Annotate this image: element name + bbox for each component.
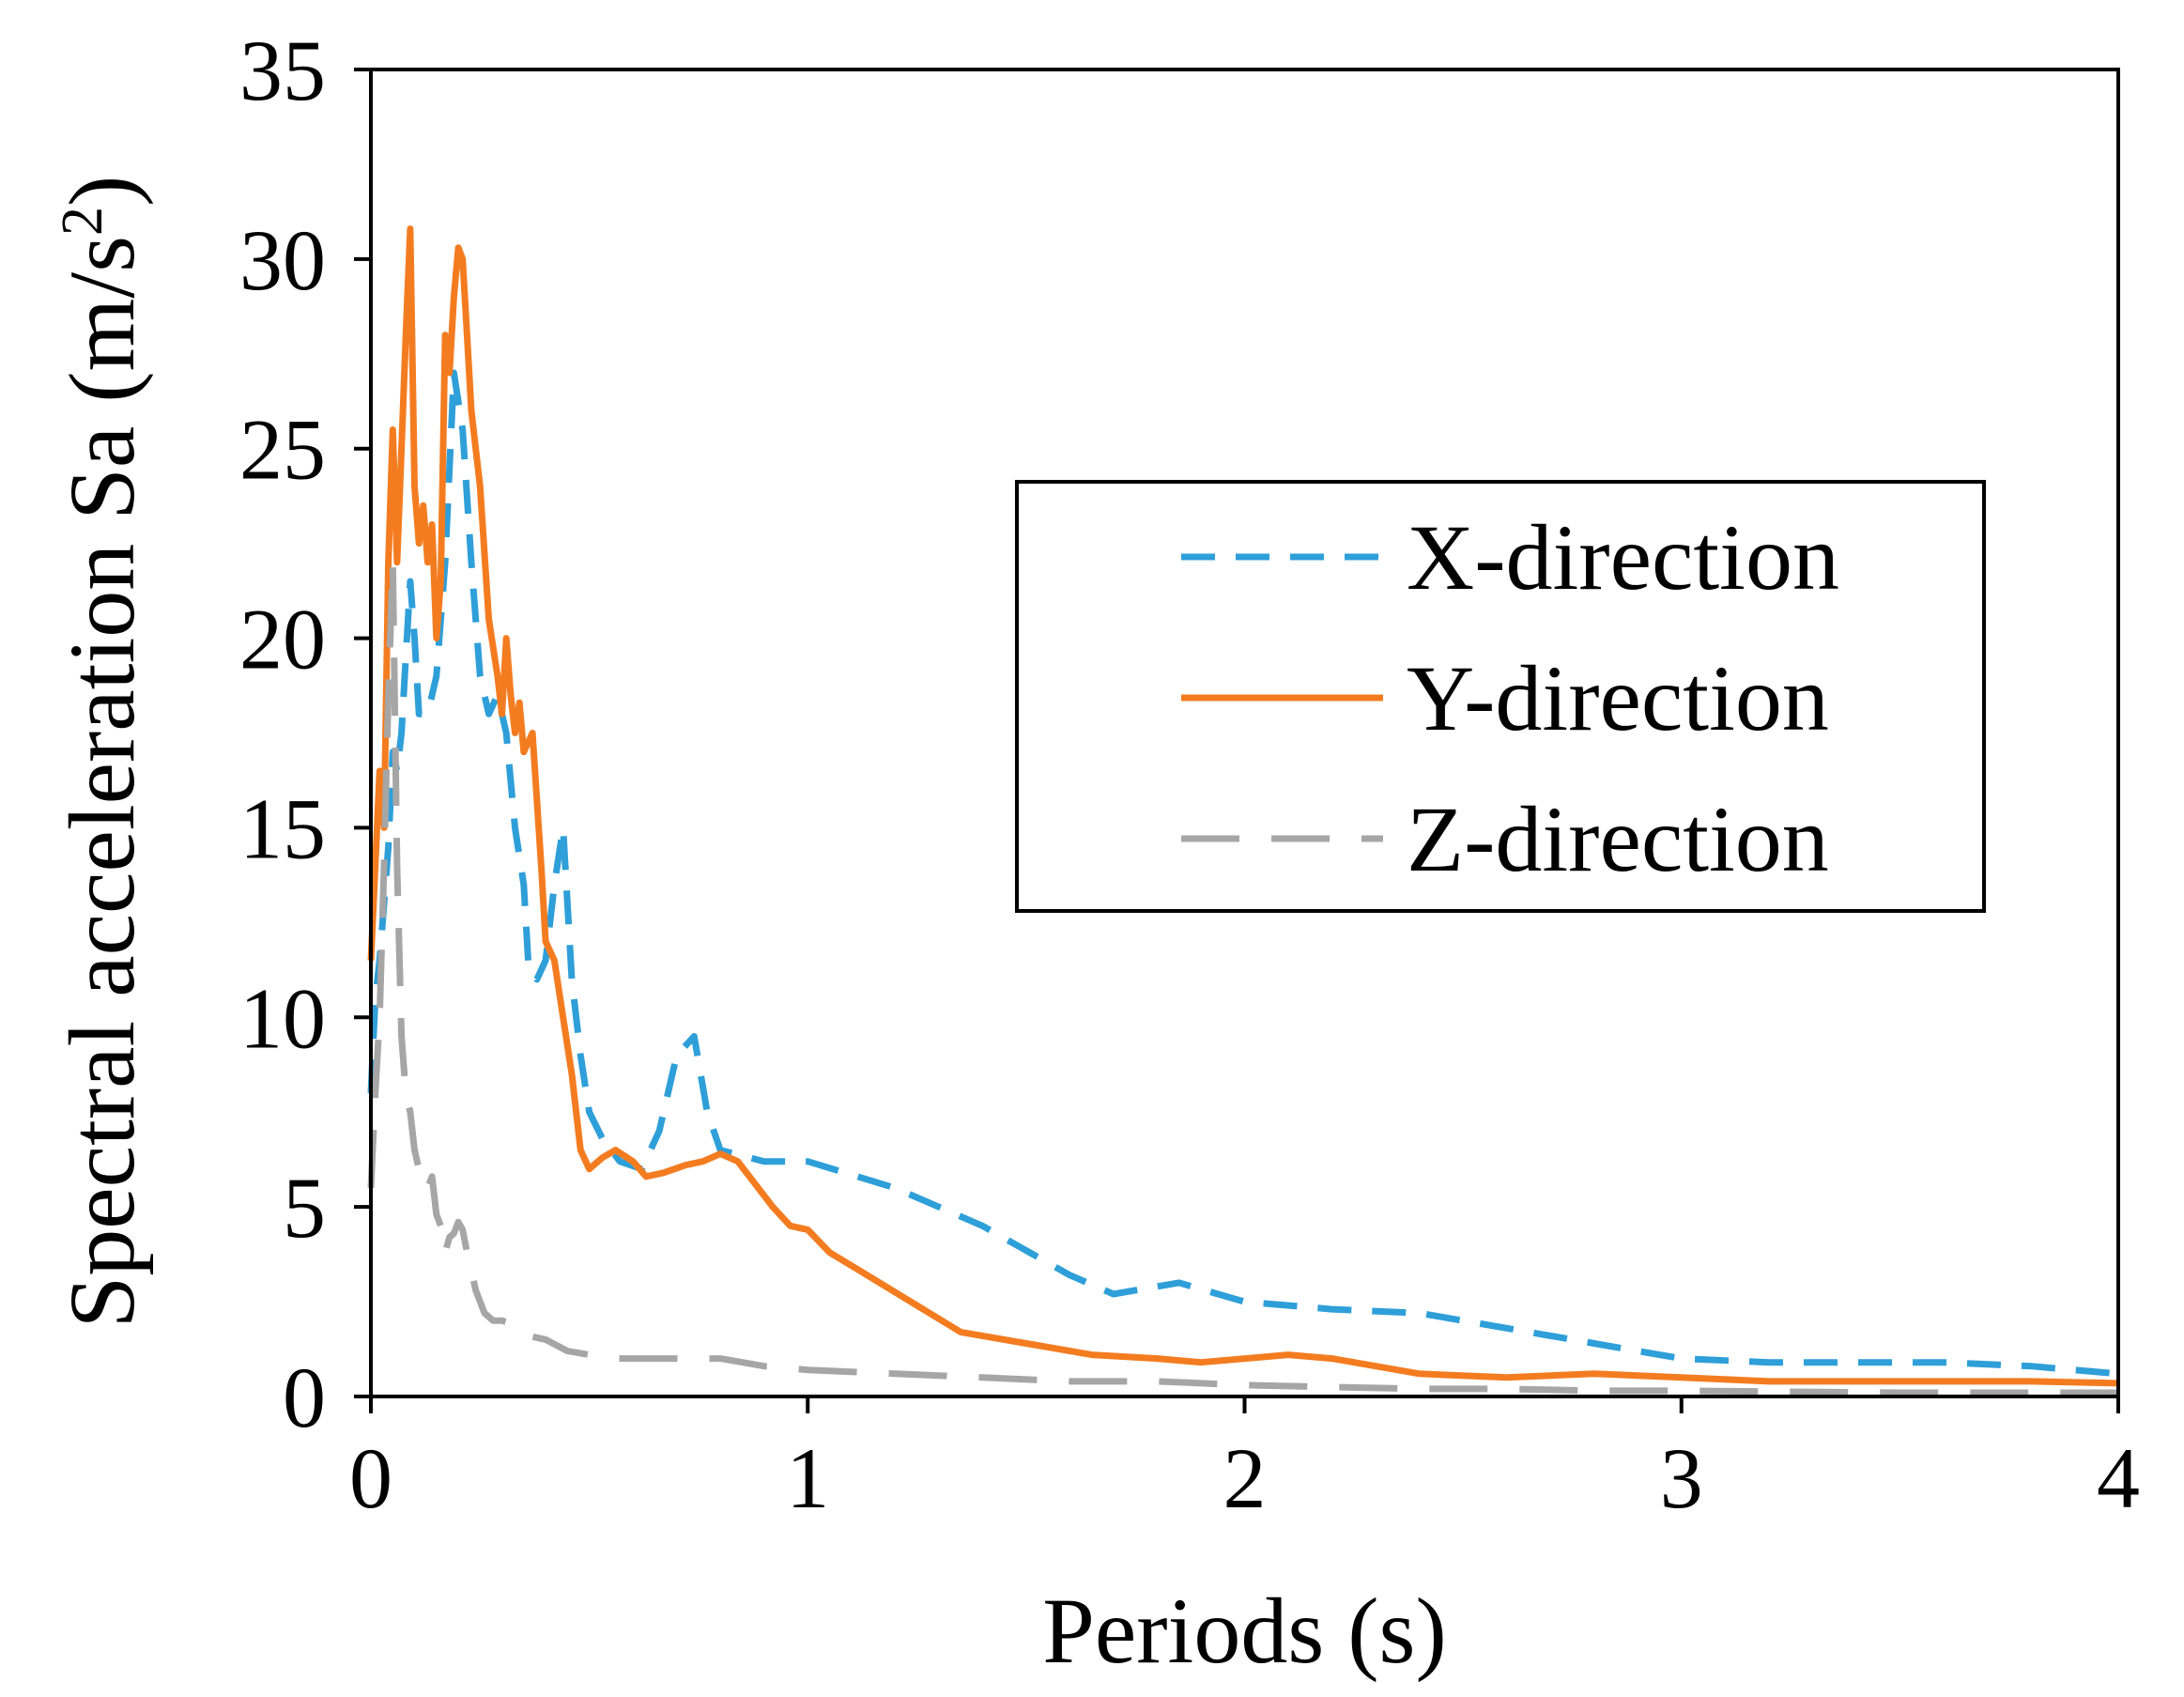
legend-entries: X-direction Y-direction Z-direction <box>1181 505 1839 891</box>
legend-label-y-direction: Y-direction <box>1407 646 1829 750</box>
series-layer <box>367 225 2119 1396</box>
x-tick-label: 4 <box>2097 1430 2140 1526</box>
x-axis-ticks: 0 1 2 3 4 <box>349 1396 2140 1526</box>
legend-label-x-direction: X-direction <box>1407 505 1839 609</box>
y-tick-label: 15 <box>239 780 326 876</box>
legend-box <box>1015 480 1986 913</box>
x-tick-label: 0 <box>349 1430 392 1526</box>
y-tick-label: 0 <box>283 1350 326 1445</box>
series-line-x-direction <box>367 369 2119 1378</box>
y-axis-label: Spectral acceleration Sa (m/s2) <box>50 176 154 1329</box>
y-tick-label: 5 <box>283 1160 326 1256</box>
y-tick-label: 35 <box>239 23 326 118</box>
y-axis-label-close: ) <box>50 176 154 207</box>
y-axis-ticks: 0 5 10 15 20 25 30 35 <box>239 23 371 1445</box>
x-axis-label: Periods (s) <box>1042 1579 1447 1683</box>
legend: X-direction Y-direction Z-direction <box>1015 480 1986 913</box>
y-tick-label: 25 <box>239 402 326 498</box>
y-tick-label: 30 <box>239 212 326 308</box>
y-tick-label: 10 <box>239 970 326 1066</box>
legend-entry-z-direction: Z-direction <box>1181 787 1829 891</box>
legend-entry-x-direction: X-direction <box>1181 505 1839 609</box>
legend-label-z-direction: Z-direction <box>1407 787 1829 891</box>
series-line-z-direction <box>367 559 2118 1396</box>
plot-area: 0 1 2 3 4 0 5 10 15 20 25 30 35 <box>239 23 2140 1526</box>
y-tick-label: 20 <box>239 592 326 687</box>
legend-entry-y-direction: Y-direction <box>1181 646 1829 750</box>
y-axis-label-superscript: 2 <box>51 207 115 236</box>
x-tick-label: 2 <box>1223 1430 1267 1526</box>
series-line-y-direction <box>367 225 2119 1387</box>
x-tick-label: 3 <box>1660 1430 1703 1526</box>
x-tick-label: 1 <box>786 1430 829 1526</box>
y-axis-label-main: Spectral acceleration Sa (m/s <box>50 236 154 1328</box>
